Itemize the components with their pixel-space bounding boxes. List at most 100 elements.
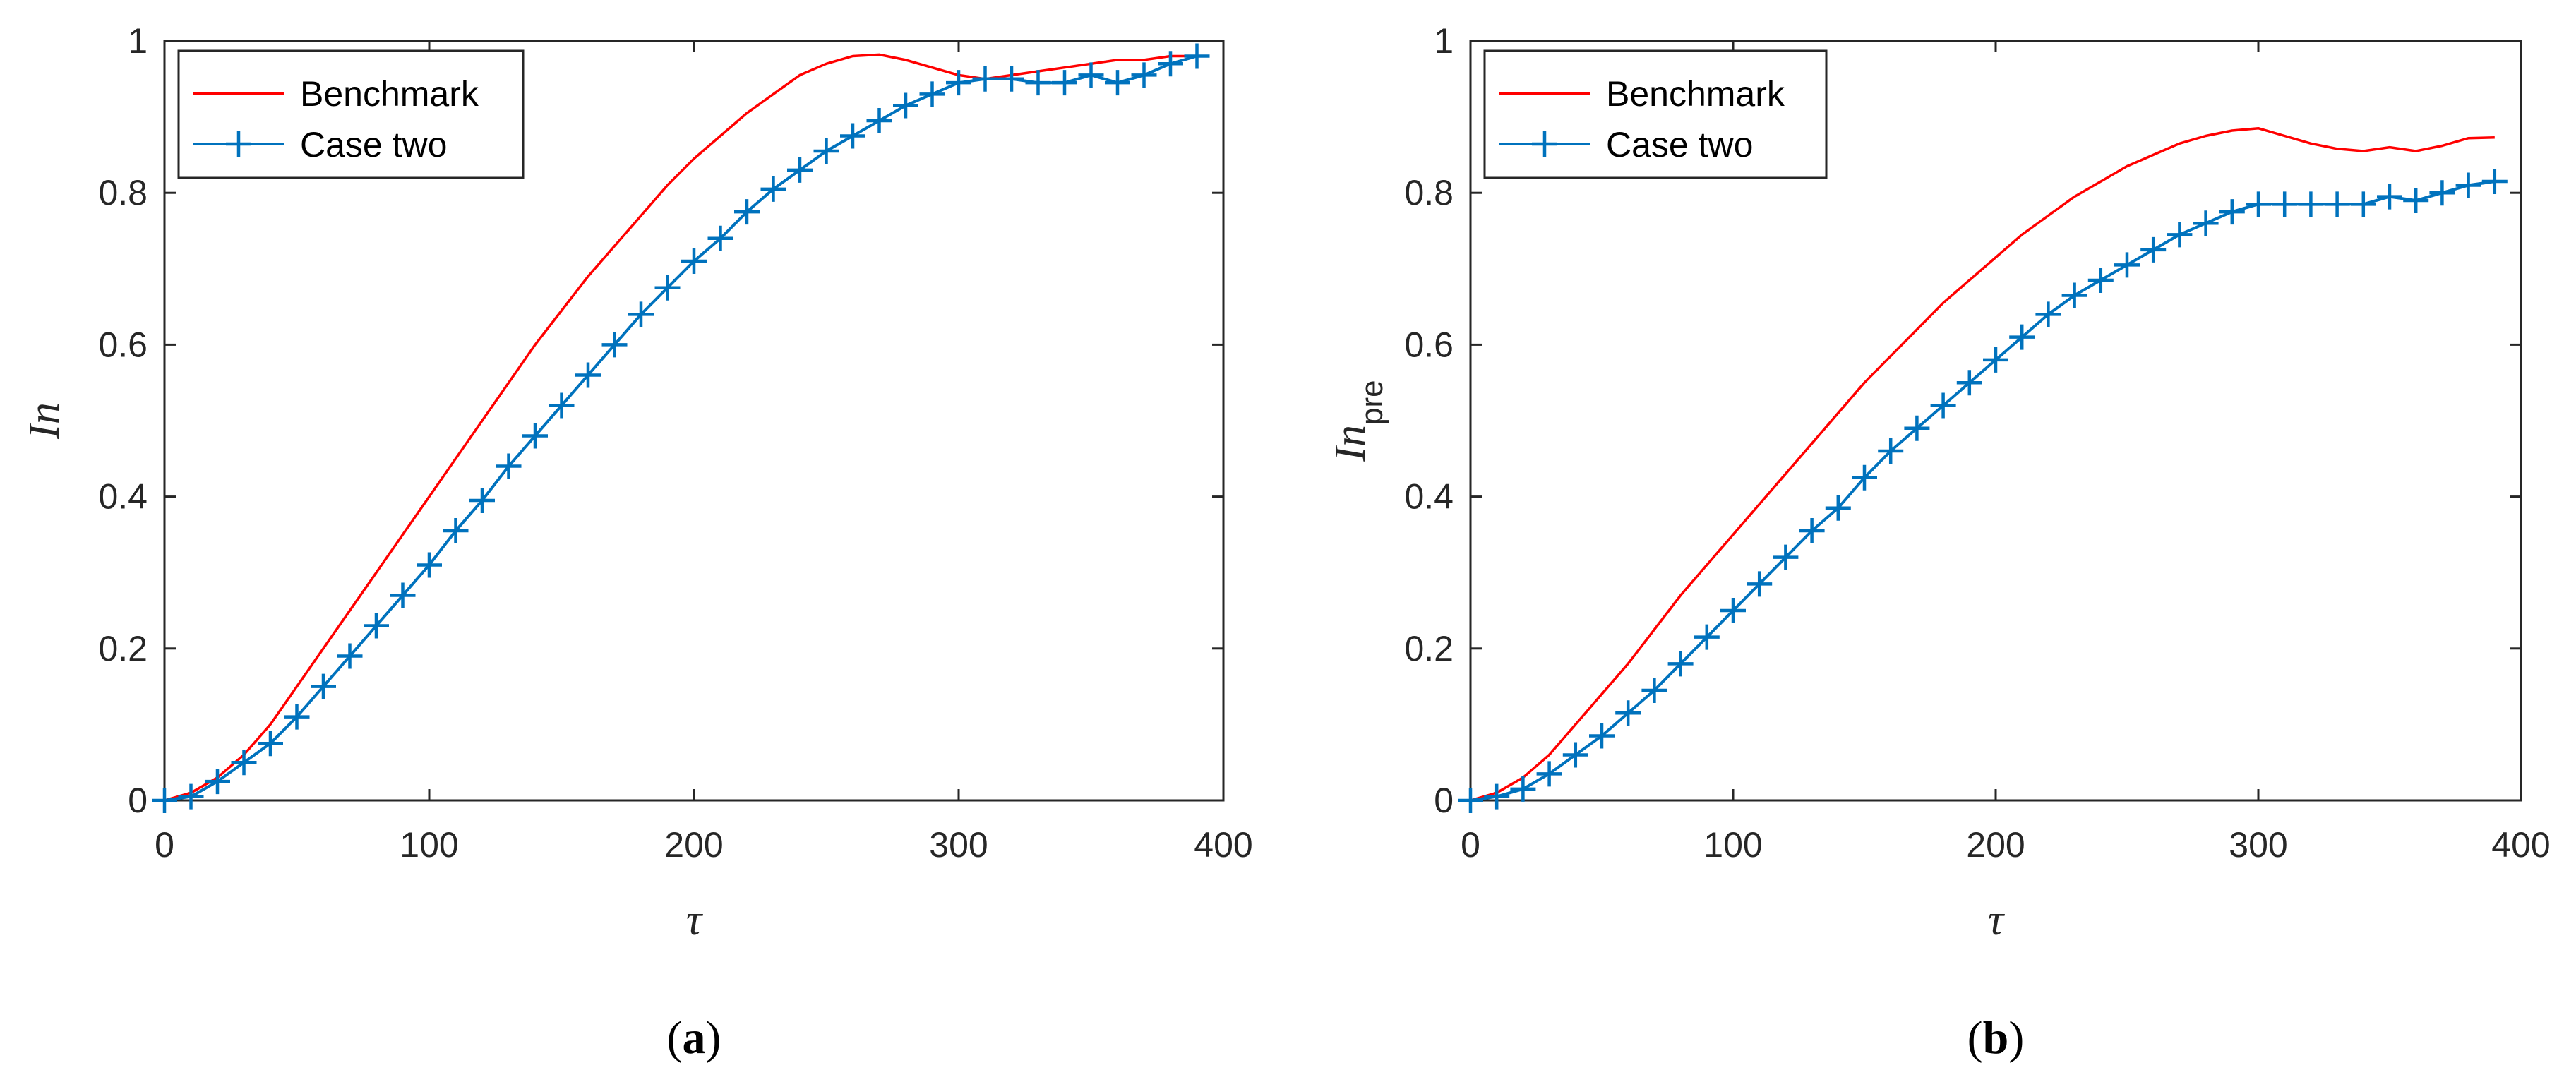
data-point-case-two xyxy=(443,518,469,544)
data-point-case-two xyxy=(972,66,998,92)
data-point-case-two xyxy=(1052,70,1077,96)
x-tick-label: 300 xyxy=(2229,825,2287,865)
data-point-case-two xyxy=(1615,700,1641,726)
data-point-case-two xyxy=(364,613,389,639)
data-point-case-two xyxy=(2219,199,2245,225)
data-point-case-two xyxy=(840,123,865,149)
data-point-case-two xyxy=(1720,598,1746,623)
data-point-case-two xyxy=(866,107,892,133)
x-tick-label: 100 xyxy=(1703,825,1762,865)
data-point-case-two xyxy=(1799,518,1825,544)
data-point-case-two xyxy=(707,225,733,251)
y-axis-label: In xyxy=(20,402,68,440)
x-tick-label: 0 xyxy=(1461,825,1480,865)
data-point-case-two xyxy=(178,783,204,810)
x-tick-label: 400 xyxy=(2491,825,2550,865)
data-point-case-two xyxy=(522,423,548,449)
data-point-case-two xyxy=(1158,51,1183,77)
legend-entry-label: Case two xyxy=(300,125,447,164)
x-tick-label: 200 xyxy=(1966,825,2025,865)
data-point-case-two xyxy=(2246,191,2271,217)
x-tick-label: 0 xyxy=(155,825,174,865)
data-point-case-two xyxy=(1131,62,1157,88)
data-point-case-two xyxy=(1536,761,1562,787)
panel-letter: b xyxy=(1983,1012,2009,1064)
data-point-case-two xyxy=(417,552,442,578)
data-point-case-two xyxy=(2350,191,2376,217)
data-point-case-two xyxy=(1956,370,1982,396)
data-point-case-two xyxy=(628,301,654,327)
data-point-case-two xyxy=(258,731,283,757)
legend-swatch-marker xyxy=(1532,131,1557,157)
data-point-case-two xyxy=(152,788,177,813)
data-point-case-two xyxy=(681,248,707,275)
data-point-case-two xyxy=(2455,172,2481,198)
data-point-case-two xyxy=(946,70,971,96)
x-tick-label: 100 xyxy=(400,825,458,865)
y-tick-label: 0.4 xyxy=(98,477,148,517)
data-point-case-two xyxy=(1562,742,1588,768)
data-point-case-two xyxy=(1641,677,1667,703)
data-point-case-two xyxy=(893,92,918,119)
legend-box xyxy=(1483,49,1828,179)
data-point-case-two xyxy=(1930,392,1956,419)
data-point-case-two xyxy=(1773,544,1799,570)
data-point-case-two xyxy=(1694,624,1720,650)
data-point-case-two xyxy=(1589,723,1615,749)
data-point-case-two xyxy=(2272,191,2298,217)
data-point-case-two xyxy=(760,176,786,202)
data-point-case-two xyxy=(1484,783,1510,810)
series-line-benchmark xyxy=(1470,126,2495,802)
y-axis-label-subscript: pre xyxy=(1355,380,1389,425)
data-point-case-two xyxy=(311,673,336,699)
legend-swatch-marker xyxy=(226,131,251,157)
data-point-case-two xyxy=(205,769,230,795)
y-tick-label: 0.6 xyxy=(98,325,148,364)
data-point-case-two xyxy=(2114,252,2140,278)
chart-b: 0 100 200 300 400 0 0.2 0.4 0.6 0.8 1 τ Inpre Benchma… xyxy=(1326,21,2551,1064)
chart-a: 0 100 200 300 400 0 0.2 0.4 0.6 0.8 1 τ In Benchmark C… xyxy=(20,21,1253,1064)
data-point-case-two xyxy=(2009,324,2035,350)
data-point-case-two xyxy=(2429,180,2455,206)
legend-entry-label: Benchmark xyxy=(1606,74,1785,114)
data-point-case-two xyxy=(787,157,813,183)
y-tick-label: 0.2 xyxy=(1404,629,1454,668)
panel-label: (a) xyxy=(667,1012,721,1064)
data-point-case-two xyxy=(390,582,416,608)
y-tick-label: 0 xyxy=(1434,781,1454,820)
y-tick-label: 0.2 xyxy=(98,629,148,668)
data-point-case-two xyxy=(1983,347,2008,373)
data-point-case-two xyxy=(813,138,839,164)
data-point-case-two xyxy=(1105,70,1130,96)
data-point-case-two xyxy=(284,704,310,730)
data-point-case-two xyxy=(2087,267,2114,293)
data-point-case-two xyxy=(575,362,601,388)
y-tick-label: 0.6 xyxy=(1404,325,1454,364)
data-point-case-two xyxy=(2140,236,2167,263)
legend: Benchmark Case two xyxy=(1483,49,1828,179)
y-tick-label: 0.8 xyxy=(1404,173,1454,212)
data-point-case-two xyxy=(2377,184,2402,210)
x-tick-label: 300 xyxy=(929,825,988,865)
series-line-benchmark xyxy=(164,53,1197,802)
legend-box xyxy=(177,49,525,179)
y-tick-label: 0 xyxy=(128,781,148,820)
y-tick-label: 1 xyxy=(128,21,148,61)
data-point-case-two xyxy=(2193,210,2219,236)
data-point-case-two xyxy=(1510,776,1536,802)
legend-entry-label: Case two xyxy=(1606,125,1753,164)
data-point-case-two xyxy=(654,275,681,301)
data-point-case-two xyxy=(1747,571,1773,597)
legend: Benchmark Case two xyxy=(177,49,525,179)
data-point-case-two xyxy=(1078,62,1104,88)
panel-letter: a xyxy=(683,1012,706,1064)
data-point-case-two xyxy=(2167,222,2193,248)
x-tick-label: 200 xyxy=(664,825,723,865)
y-tick-label: 0.8 xyxy=(98,173,148,212)
y-tick-label: 0.4 xyxy=(1404,477,1454,517)
x-axis-label: τ xyxy=(686,896,704,944)
data-point-case-two xyxy=(2035,301,2061,327)
data-point-case-two xyxy=(2298,191,2324,217)
y-tick-label: 1 xyxy=(1434,21,1454,61)
data-point-case-two xyxy=(1458,788,1483,813)
